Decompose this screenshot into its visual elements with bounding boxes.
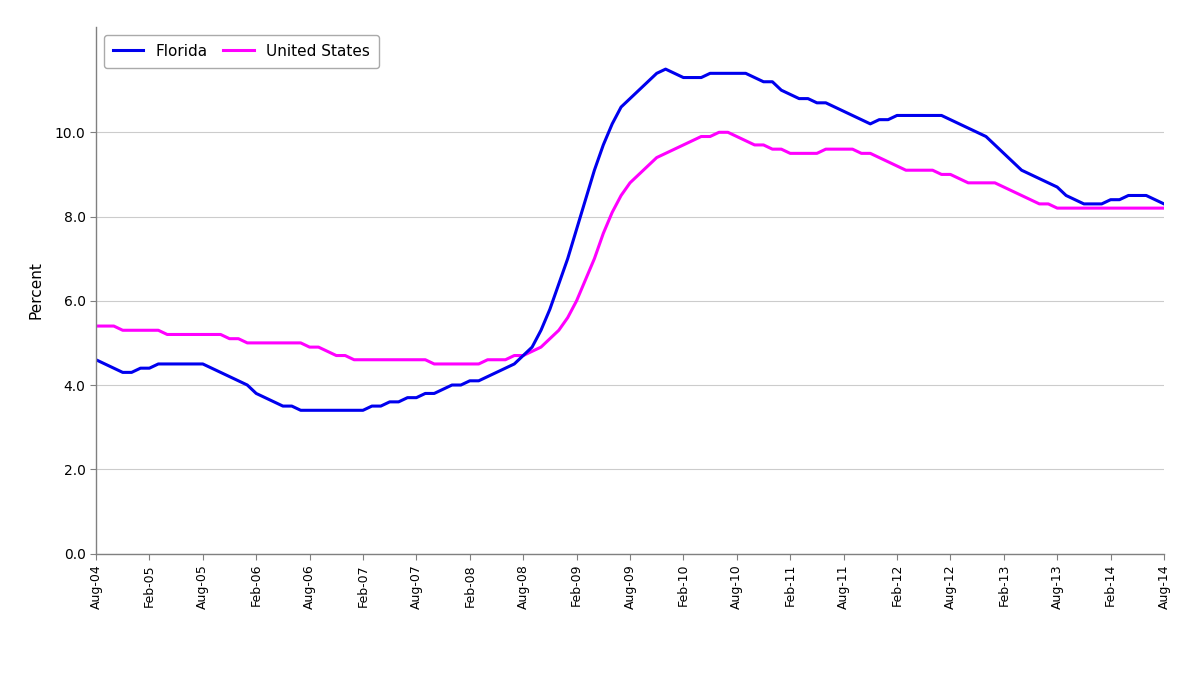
United States — [266, 339, 281, 347]
Line: United States: United States — [96, 132, 1200, 364]
Florida — [605, 120, 619, 128]
Legend: Florida, United States: Florida, United States — [103, 34, 379, 68]
Florida — [294, 406, 308, 414]
United States — [605, 209, 619, 217]
Florida — [872, 115, 887, 124]
United States — [872, 153, 887, 161]
Florida — [266, 398, 281, 406]
Florida — [659, 65, 673, 73]
Florida — [490, 369, 504, 377]
United States — [427, 360, 442, 368]
Florida — [89, 356, 103, 364]
Florida — [952, 120, 966, 128]
United States — [490, 356, 504, 364]
Line: Florida: Florida — [96, 69, 1200, 410]
Florida — [578, 196, 593, 204]
United States — [712, 128, 726, 136]
Y-axis label: Percent: Percent — [29, 261, 43, 319]
United States — [89, 322, 103, 330]
United States — [952, 175, 966, 183]
United States — [578, 275, 593, 284]
